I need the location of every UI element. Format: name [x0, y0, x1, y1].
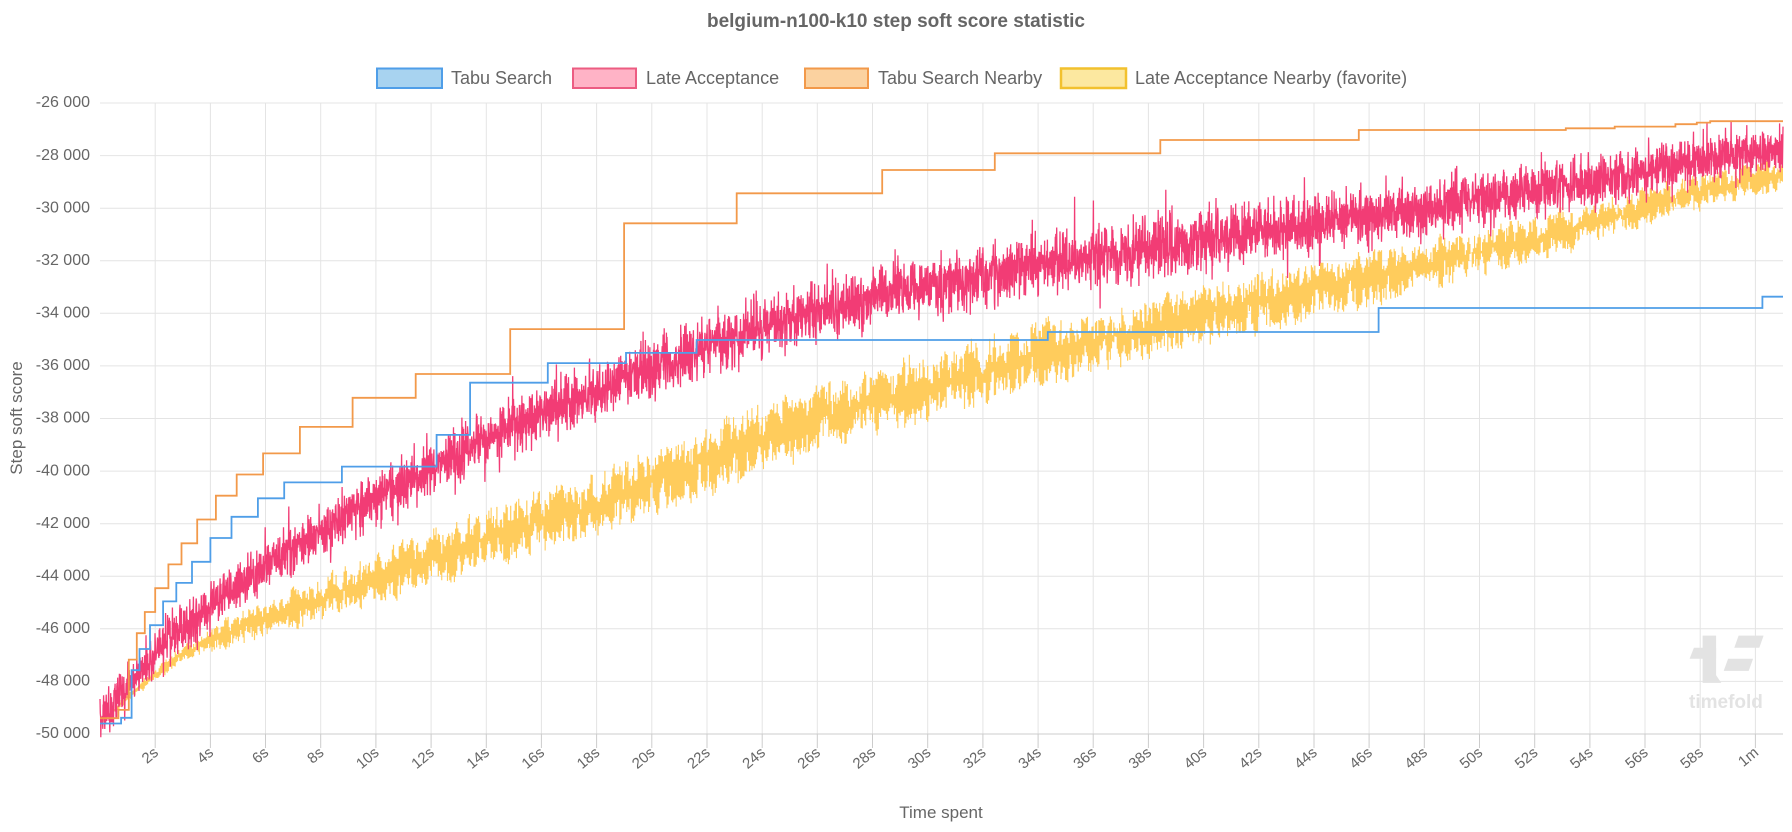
svg-text:Late Acceptance: Late Acceptance [646, 68, 779, 88]
svg-text:-34 000: -34 000 [36, 305, 90, 322]
svg-text:timefold: timefold [1689, 692, 1763, 713]
svg-text:Late Acceptance Nearby (favori: Late Acceptance Nearby (favorite) [1135, 68, 1407, 88]
svg-text:-40 000: -40 000 [36, 462, 90, 479]
svg-text:belgium-n100-k10 step soft sco: belgium-n100-k10 step soft score statist… [707, 11, 1085, 32]
svg-text:-50 000: -50 000 [36, 725, 90, 742]
svg-text:Tabu Search Nearby: Tabu Search Nearby [878, 68, 1042, 88]
svg-text:Tabu Search: Tabu Search [451, 68, 552, 88]
svg-text:-46 000: -46 000 [36, 620, 90, 637]
svg-text:-48 000: -48 000 [36, 673, 90, 690]
svg-text:-28 000: -28 000 [36, 147, 90, 164]
svg-text:-26 000: -26 000 [36, 94, 90, 111]
svg-text:-32 000: -32 000 [36, 252, 90, 269]
svg-text:-36 000: -36 000 [36, 357, 90, 374]
svg-text:Time spent: Time spent [899, 803, 983, 822]
svg-text:-42 000: -42 000 [36, 515, 90, 532]
svg-text:-38 000: -38 000 [36, 410, 90, 427]
svg-text:Step soft score: Step soft score [7, 361, 26, 474]
svg-text:-30 000: -30 000 [36, 199, 90, 216]
svg-text:-44 000: -44 000 [36, 567, 90, 584]
